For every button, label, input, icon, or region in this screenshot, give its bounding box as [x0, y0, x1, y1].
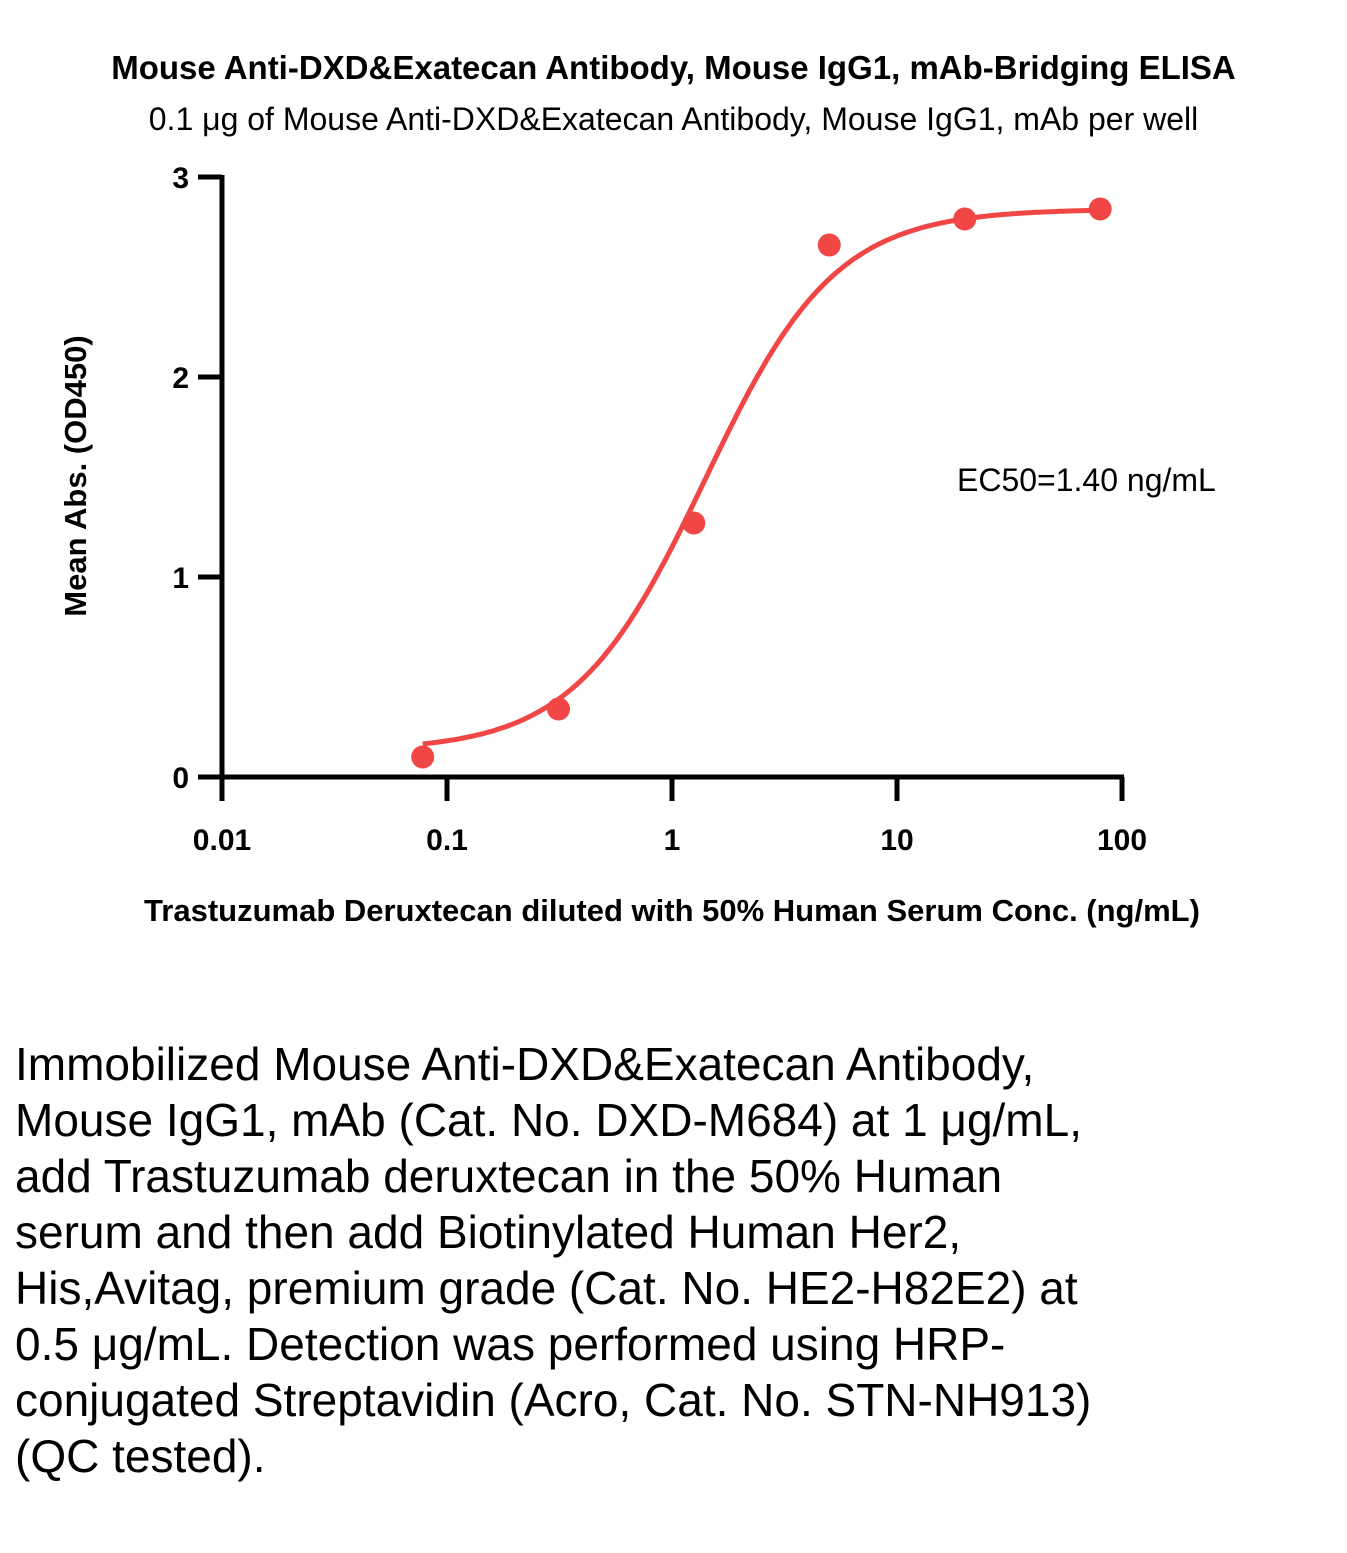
- data-point: [546, 697, 570, 721]
- x-tick-label: 10: [880, 824, 913, 857]
- y-tick-label: 1: [172, 562, 189, 595]
- y-tick-label: 0: [172, 762, 189, 795]
- data-point: [411, 745, 435, 769]
- x-tick-label: 0.01: [193, 824, 251, 857]
- y-axis-title: Mean Abs. (OD450): [58, 335, 93, 616]
- figure-caption: Immobilized Mouse Anti-DXD&Exatecan Anti…: [15, 1038, 1092, 1482]
- x-tick-label: 100: [1097, 824, 1147, 857]
- data-point: [953, 207, 977, 231]
- data-point: [1088, 197, 1112, 221]
- y-tick-label: 3: [172, 162, 189, 195]
- y-tick-label: 2: [172, 362, 189, 395]
- x-axis-title: Trastuzumab Deruxtecan diluted with 50% …: [144, 893, 1200, 928]
- ec50-annotation: EC50=1.40 ng/mL: [957, 462, 1216, 498]
- data-point: [682, 511, 706, 535]
- x-tick-label: 0.1: [426, 824, 468, 857]
- data-point: [817, 233, 841, 257]
- x-tick-label: 1: [664, 824, 681, 857]
- fit-curve: [422, 207, 1101, 747]
- chart-subtitle: 0.1 μg of Mouse Anti-DXD&Exatecan Antibo…: [148, 101, 1199, 137]
- data-points: [411, 197, 1112, 769]
- elisa-chart: 0.01 0.1 1 10 100 0 1 2 3 EC50=1.40 ng/mL Trastu…: [58, 162, 1216, 928]
- chart-axes: 0.01 0.1 1 10 100 0 1 2 3: [172, 162, 1147, 857]
- chart-title: Mouse Anti-DXD&Exatecan Antibody, Mouse …: [111, 49, 1236, 86]
